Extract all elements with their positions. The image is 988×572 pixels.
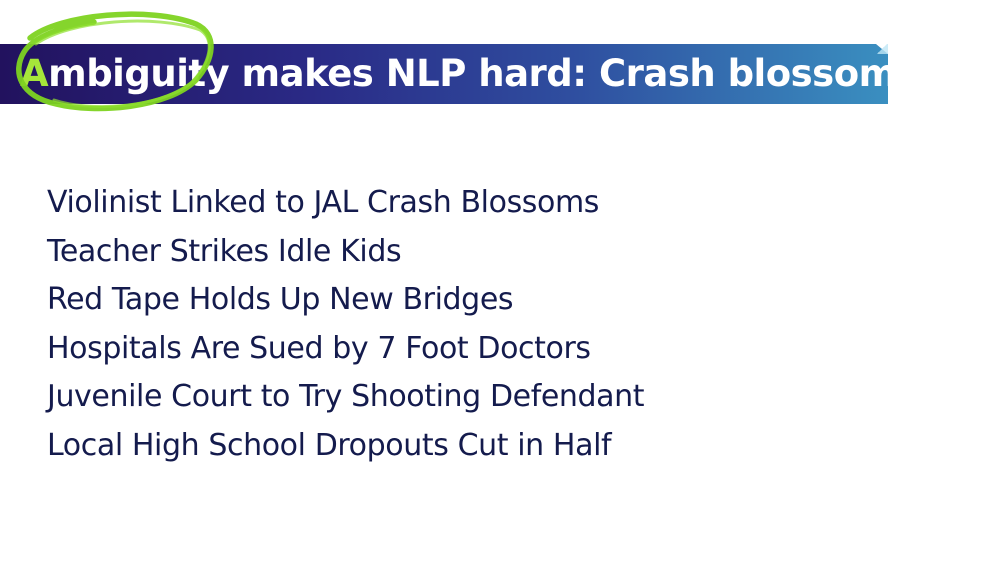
- title-first-letter: A: [20, 52, 49, 95]
- list-item: Hospitals Are Sued by 7 Foot Doctors: [47, 330, 591, 366]
- list-item: Violinist Linked to JAL Crash Blossoms: [47, 185, 600, 220]
- title-rest: mbiguity makes NLP hard: Crash blossoms: [48, 52, 919, 95]
- list-item: Local High School Dropouts Cut in Half: [47, 427, 612, 463]
- slide-title: Ambiguity makes NLP hard: Crash blossoms: [20, 49, 919, 99]
- headline-list: Violinist Linked to JAL Crash Blossoms T…: [47, 179, 645, 470]
- list-item: Red Tape Holds Up New Bridges: [47, 282, 514, 317]
- list-item: Juvenile Court to Try Shooting Defendant: [47, 379, 645, 414]
- banner-corner-accent: [876, 44, 888, 54]
- list-item: Teacher Strikes Idle Kids: [47, 233, 402, 269]
